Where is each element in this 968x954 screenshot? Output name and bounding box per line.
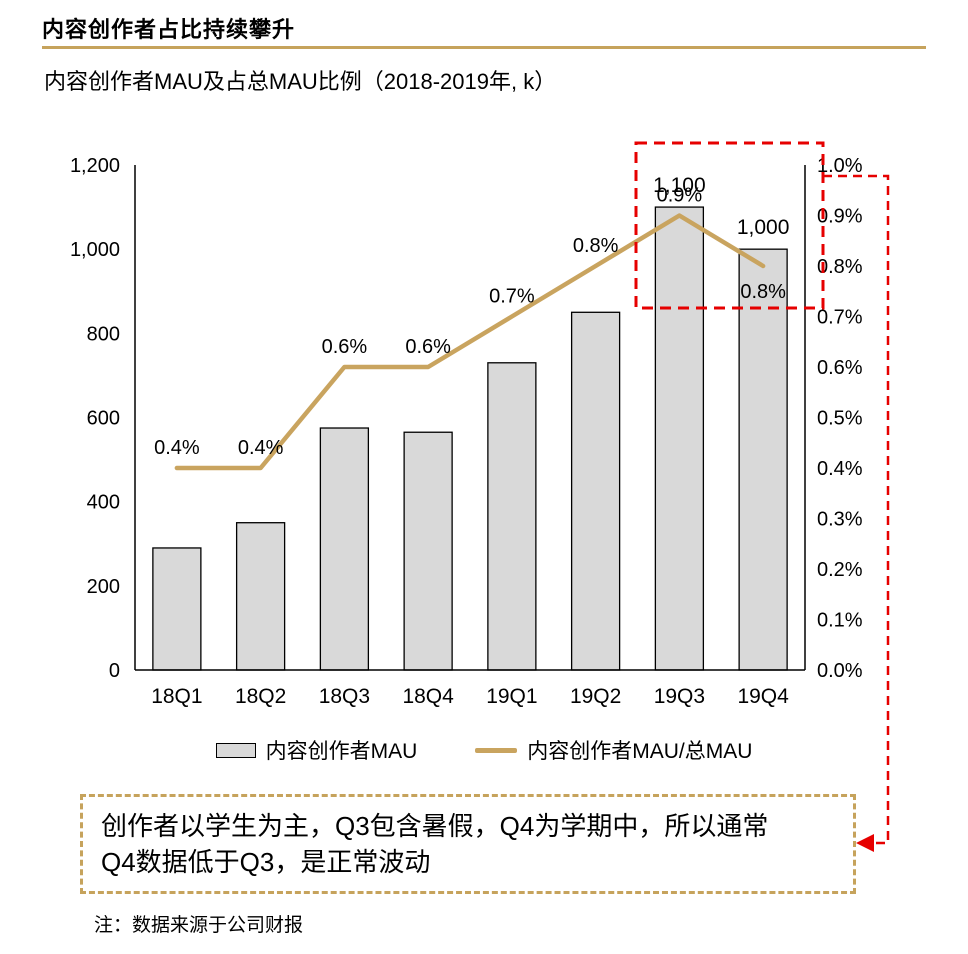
bar-19Q2 (570, 311, 621, 671)
left-axis-tick-label: 200 (87, 576, 120, 598)
bar-19Q4 (738, 248, 788, 671)
left-axis-tick-label: 1,000 (70, 239, 120, 261)
right-axis-tick-label: 0.0% (817, 660, 863, 682)
right-axis-tick-label: 0.9% (817, 206, 863, 228)
right-axis-tick-label: 0.5% (817, 408, 863, 430)
annotation-line-2: Q4数据低于Q3，是正常波动 (101, 847, 431, 877)
line-point-label: 0.6% (322, 336, 368, 358)
line-point-label: 0.4% (154, 437, 200, 459)
x-category-label: 19Q4 (737, 685, 789, 708)
chart-legend: 内容创作者MAU 内容创作者MAU/总MAU (0, 735, 968, 765)
bar-19Q1 (487, 362, 537, 671)
bar-value-label: 1,000 (737, 216, 790, 239)
bar-18Q3 (319, 427, 370, 671)
right-axis-tick-label: 0.6% (817, 357, 863, 379)
line-point-label: 0.8% (573, 235, 619, 257)
bar-18Q1 (152, 547, 202, 671)
left-axis-tick-label: 600 (87, 408, 120, 430)
x-category-label: 19Q2 (570, 685, 621, 708)
annotation-box: 创作者以学生为主，Q3包含暑假，Q4为学期中，所以通常 Q4数据低于Q3，是正常… (80, 794, 856, 894)
left-axis-tick-label: 1,200 (70, 155, 120, 177)
legend-label-ratio: 内容创作者MAU/总MAU (527, 740, 753, 763)
right-axis-tick-label: 1.0% (817, 155, 863, 177)
title-rule (42, 46, 926, 49)
right-axis-tick-label: 0.7% (817, 307, 863, 329)
x-category-label: 18Q1 (151, 685, 202, 708)
legend-item-ratio: 内容创作者MAU/总MAU (475, 735, 752, 765)
chart-title: 内容创作者MAU及占总MAU比例（2018-2019年, k） (44, 69, 557, 94)
x-category-label: 18Q4 (402, 685, 454, 708)
left-axis-tick-label: 800 (87, 323, 120, 345)
line-point-label: 0.4% (238, 437, 284, 459)
right-axis-tick-label: 0.4% (817, 458, 863, 480)
legend-bar-swatch-icon (215, 742, 256, 758)
source-note: 注：数据来源于公司财报 (94, 915, 304, 936)
bar-19Q3 (654, 206, 705, 671)
line-point-label: 0.6% (405, 336, 451, 358)
line-point-label: 0.7% (489, 286, 535, 308)
annotation-line-1: 创作者以学生为主，Q3包含暑假，Q4为学期中，所以通常 (101, 811, 769, 841)
right-axis-tick-label: 0.3% (817, 509, 863, 531)
x-category-label: 18Q3 (319, 685, 370, 708)
right-axis-tick-label: 0.1% (817, 610, 863, 632)
bar-18Q2 (235, 522, 286, 671)
left-axis-tick-label: 0 (109, 660, 120, 682)
right-axis-tick-label: 0.2% (817, 559, 863, 581)
bar-18Q4 (403, 431, 453, 671)
legend-label-mau: 内容创作者MAU (265, 740, 418, 763)
x-category-label: 19Q3 (654, 685, 705, 708)
callout-arrowhead-icon (856, 834, 874, 852)
x-category-label: 18Q2 (235, 685, 286, 708)
legend-item-mau: 内容创作者MAU (215, 735, 418, 765)
right-axis-tick-label: 0.8% (817, 256, 863, 278)
page-title: 内容创作者占比持续攀升 (42, 17, 296, 42)
line-point-label: 0.8% (740, 281, 786, 303)
left-axis-tick-label: 400 (87, 492, 120, 514)
line-point-label: 0.9% (657, 185, 703, 207)
x-category-label: 19Q1 (486, 685, 537, 708)
legend-line-swatch-icon (475, 747, 518, 753)
